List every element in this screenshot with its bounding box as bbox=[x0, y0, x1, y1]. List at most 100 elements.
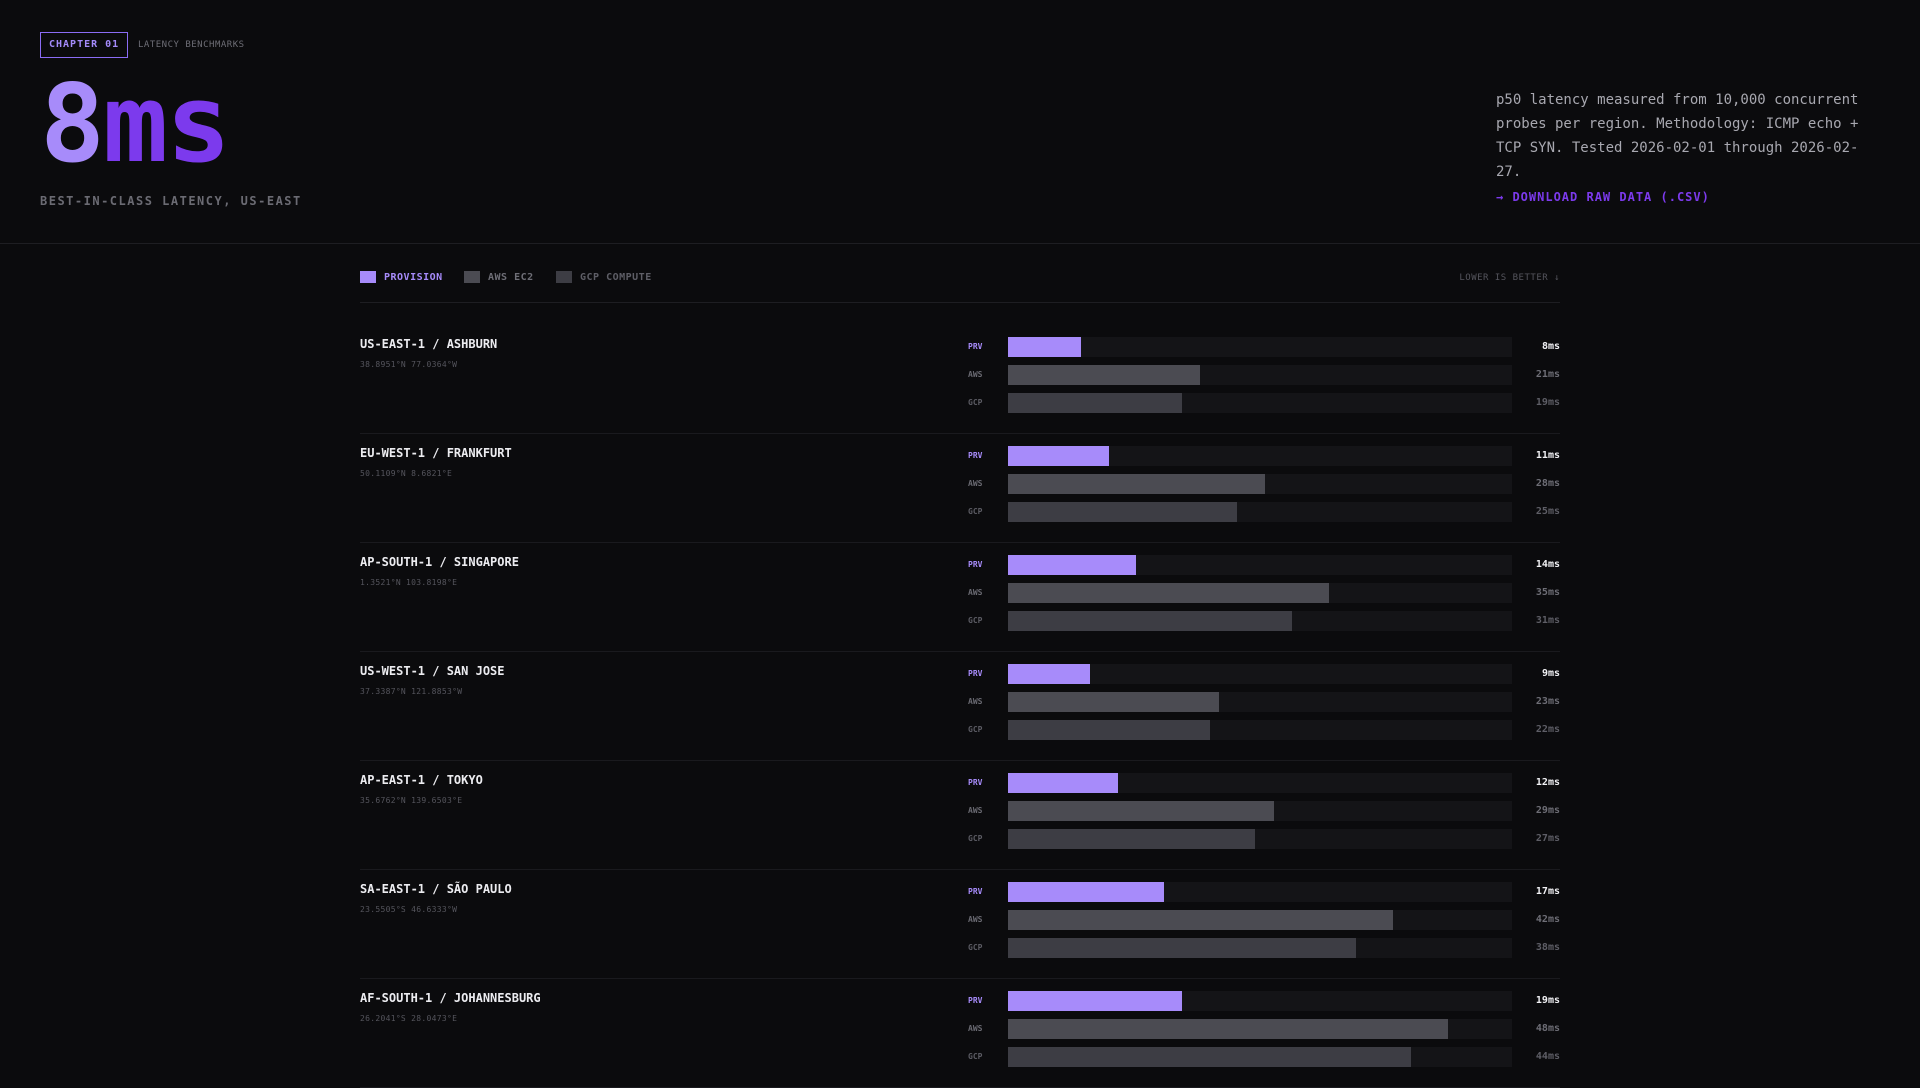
region-row: AP-SOUTH-1 / SINGAPORE 1.3521°N 103.8198°… bbox=[360, 542, 1560, 652]
series-label-aws: AWS bbox=[968, 915, 983, 924]
download-csv-link[interactable]: → DOWNLOAD RAW DATA (.CSV) bbox=[1496, 190, 1710, 204]
bar-aws bbox=[1008, 365, 1201, 385]
bar-track bbox=[1008, 337, 1512, 357]
region-coords: 38.8951°N 77.0364°W bbox=[360, 360, 458, 369]
value-label-gcp: 25ms bbox=[1535, 506, 1560, 517]
legend-item-gcp: GCP COMPUTE bbox=[556, 271, 652, 283]
region-coords: 35.6762°N 139.6503°E bbox=[360, 796, 463, 805]
bar-group-prv: PRV 8ms bbox=[968, 336, 1560, 358]
series-label-gcp: GCP bbox=[968, 834, 983, 843]
value-label-gcp: 22ms bbox=[1535, 724, 1560, 735]
bar-aws bbox=[1008, 474, 1265, 494]
series-label-gcp: GCP bbox=[968, 616, 983, 625]
bar-track bbox=[1008, 393, 1512, 413]
legend-item-aws: AWS EC2 bbox=[464, 271, 534, 283]
bar-group-gcp: GCP 27ms bbox=[968, 828, 1560, 850]
bar-track bbox=[1008, 365, 1512, 385]
series-label-gcp: GCP bbox=[968, 725, 983, 734]
bar-group-prv: PRV 9ms bbox=[968, 663, 1560, 685]
legend-swatch-gcp bbox=[556, 271, 572, 283]
series-label-aws: AWS bbox=[968, 806, 983, 815]
value-label-prv: 8ms bbox=[1541, 341, 1560, 352]
value-label-gcp: 44ms bbox=[1535, 1051, 1560, 1062]
bar-prv bbox=[1008, 773, 1118, 793]
bar-track bbox=[1008, 773, 1512, 793]
bar-track bbox=[1008, 555, 1512, 575]
bar-group-aws: AWS 48ms bbox=[968, 1018, 1560, 1040]
hero-tagline: BEST-IN-CLASS LATENCY, US-EAST bbox=[40, 194, 302, 208]
legend-swatch-aws bbox=[464, 271, 480, 283]
legend-swatch-provision bbox=[360, 271, 376, 283]
bar-group-aws: AWS 29ms bbox=[968, 800, 1560, 822]
series-label-aws: AWS bbox=[968, 1024, 983, 1033]
bar-group-gcp: GCP 22ms bbox=[968, 719, 1560, 741]
bar-track bbox=[1008, 502, 1512, 522]
bar-gcp bbox=[1008, 502, 1238, 522]
bar-prv bbox=[1008, 664, 1091, 684]
region-row: SA-EAST-1 / SÃO PAULO 23.5505°S 46.6333°W… bbox=[360, 869, 1560, 979]
bar-track bbox=[1008, 1047, 1512, 1067]
region-name: AP-SOUTH-1 / SINGAPORE bbox=[360, 555, 519, 569]
bar-track bbox=[1008, 1019, 1512, 1039]
series-label-aws: AWS bbox=[968, 588, 983, 597]
hero-section: CHAPTER 01 LATENCY BENCHMARKS 8ms BEST-I… bbox=[0, 0, 1920, 244]
chart-legend: PROVISION AWS EC2 GCP COMPUTE LOWER IS B… bbox=[360, 266, 1560, 303]
bar-gcp bbox=[1008, 611, 1293, 631]
chapter-badge: CHAPTER 01 bbox=[40, 32, 129, 58]
bar-track bbox=[1008, 692, 1512, 712]
headline-unit: ms bbox=[103, 62, 231, 187]
series-label-prv: PRV bbox=[968, 342, 983, 351]
region-row: US-EAST-1 / ASHBURN 38.8951°N 77.0364°W PR… bbox=[360, 324, 1560, 434]
headline-metric: 8ms bbox=[40, 66, 231, 184]
value-label-prv: 11ms bbox=[1535, 450, 1560, 461]
bar-gcp bbox=[1008, 393, 1183, 413]
bar-track bbox=[1008, 474, 1512, 494]
bar-gcp bbox=[1008, 720, 1210, 740]
bar-group-aws: AWS 23ms bbox=[968, 691, 1560, 713]
series-label-aws: AWS bbox=[968, 479, 983, 488]
value-label-aws: 21ms bbox=[1535, 369, 1560, 380]
value-label-gcp: 38ms bbox=[1535, 942, 1560, 953]
legend-label-provision: PROVISION bbox=[384, 271, 443, 283]
value-label-gcp: 31ms bbox=[1535, 615, 1560, 626]
bar-group-aws: AWS 42ms bbox=[968, 909, 1560, 931]
series-label-prv: PRV bbox=[968, 560, 983, 569]
bar-gcp bbox=[1008, 1047, 1412, 1067]
bar-aws bbox=[1008, 1019, 1448, 1039]
bar-track bbox=[1008, 991, 1512, 1011]
value-label-prv: 14ms bbox=[1535, 559, 1560, 570]
region-coords: 50.1109°N 8.6821°E bbox=[360, 469, 453, 478]
region-coords: 23.5505°S 46.6333°W bbox=[360, 905, 458, 914]
series-label-prv: PRV bbox=[968, 778, 983, 787]
value-label-gcp: 27ms bbox=[1535, 833, 1560, 844]
series-label-prv: PRV bbox=[968, 451, 983, 460]
bar-prv bbox=[1008, 446, 1109, 466]
value-label-aws: 48ms bbox=[1535, 1023, 1560, 1034]
bar-group-prv: PRV 12ms bbox=[968, 772, 1560, 794]
region-row: AP-EAST-1 / TOKYO 35.6762°N 139.6503°E PRV… bbox=[360, 760, 1560, 870]
region-row: EU-WEST-1 / FRANKFURT 50.1109°N 8.6821°E P… bbox=[360, 433, 1560, 543]
series-label-gcp: GCP bbox=[968, 943, 983, 952]
bar-track bbox=[1008, 882, 1512, 902]
value-label-aws: 35ms bbox=[1535, 587, 1560, 598]
bar-prv bbox=[1008, 991, 1183, 1011]
value-label-aws: 42ms bbox=[1535, 914, 1560, 925]
value-label-aws: 23ms bbox=[1535, 696, 1560, 707]
region-name: US-EAST-1 / ASHBURN bbox=[360, 337, 498, 351]
bar-group-gcp: GCP 25ms bbox=[968, 501, 1560, 523]
bar-prv bbox=[1008, 337, 1082, 357]
bar-group-aws: AWS 21ms bbox=[968, 364, 1560, 386]
value-label-aws: 28ms bbox=[1535, 478, 1560, 489]
bar-group-gcp: GCP 31ms bbox=[968, 610, 1560, 632]
bar-group-gcp: GCP 44ms bbox=[968, 1046, 1560, 1068]
series-label-prv: PRV bbox=[968, 887, 983, 896]
bar-group-aws: AWS 35ms bbox=[968, 582, 1560, 604]
region-row: AF-SOUTH-1 / JOHANNESBURG 26.2041°S 28.04… bbox=[360, 978, 1560, 1088]
bar-prv bbox=[1008, 882, 1164, 902]
region-coords: 1.3521°N 103.8198°E bbox=[360, 578, 458, 587]
region-coords: 26.2041°S 28.0473°E bbox=[360, 1014, 458, 1023]
bar-track bbox=[1008, 583, 1512, 603]
legend-label-gcp: GCP COMPUTE bbox=[580, 271, 652, 283]
bar-prv bbox=[1008, 555, 1137, 575]
bar-track bbox=[1008, 910, 1512, 930]
